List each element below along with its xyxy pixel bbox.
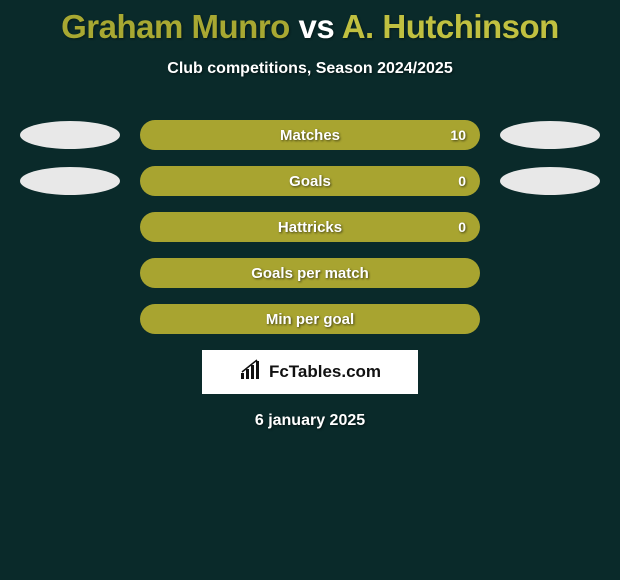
- right-ellipse: [500, 167, 600, 195]
- stat-bar: Matches 10: [140, 120, 480, 150]
- stat-bar: Goals per match: [140, 258, 480, 288]
- stat-row: Matches 10: [0, 120, 620, 150]
- stat-bar: Hattricks 0: [140, 212, 480, 242]
- fctables-logo: FcTables.com: [202, 350, 418, 394]
- left-ellipse: [20, 121, 120, 149]
- stat-row: Goals 0: [0, 166, 620, 196]
- player1-name: Graham Munro: [61, 8, 290, 45]
- comparison-title: Graham Munro vs A. Hutchinson: [0, 0, 620, 46]
- left-ellipse: [20, 167, 120, 195]
- stat-label: Min per goal: [266, 311, 354, 328]
- stat-row: Goals per match: [0, 258, 620, 288]
- stat-label: Matches: [280, 127, 340, 144]
- stat-value: 0: [458, 219, 466, 235]
- right-ellipse: [500, 121, 600, 149]
- vs-text: vs: [299, 8, 335, 45]
- chart-icon: [239, 359, 263, 386]
- left-spacer: [20, 259, 120, 287]
- stat-label: Goals per match: [251, 265, 369, 282]
- stat-label: Goals: [289, 173, 331, 190]
- stat-label: Hattricks: [278, 219, 342, 236]
- stat-value: 0: [458, 173, 466, 189]
- left-spacer: [20, 213, 120, 241]
- stat-value: 10: [450, 127, 466, 143]
- right-spacer: [500, 259, 600, 287]
- logo-text: FcTables.com: [269, 362, 381, 382]
- right-spacer: [500, 213, 600, 241]
- stat-row: Hattricks 0: [0, 212, 620, 242]
- stat-bar: Min per goal: [140, 304, 480, 334]
- stat-row: Min per goal: [0, 304, 620, 334]
- left-spacer: [20, 305, 120, 333]
- date-label: 6 january 2025: [0, 412, 620, 430]
- subtitle: Club competitions, Season 2024/2025: [0, 60, 620, 78]
- stats-container: Matches 10 Goals 0 Hattricks 0 Goals per match…: [0, 120, 620, 334]
- player2-name: A. Hutchinson: [342, 8, 559, 45]
- right-spacer: [500, 305, 600, 333]
- stat-bar: Goals 0: [140, 166, 480, 196]
